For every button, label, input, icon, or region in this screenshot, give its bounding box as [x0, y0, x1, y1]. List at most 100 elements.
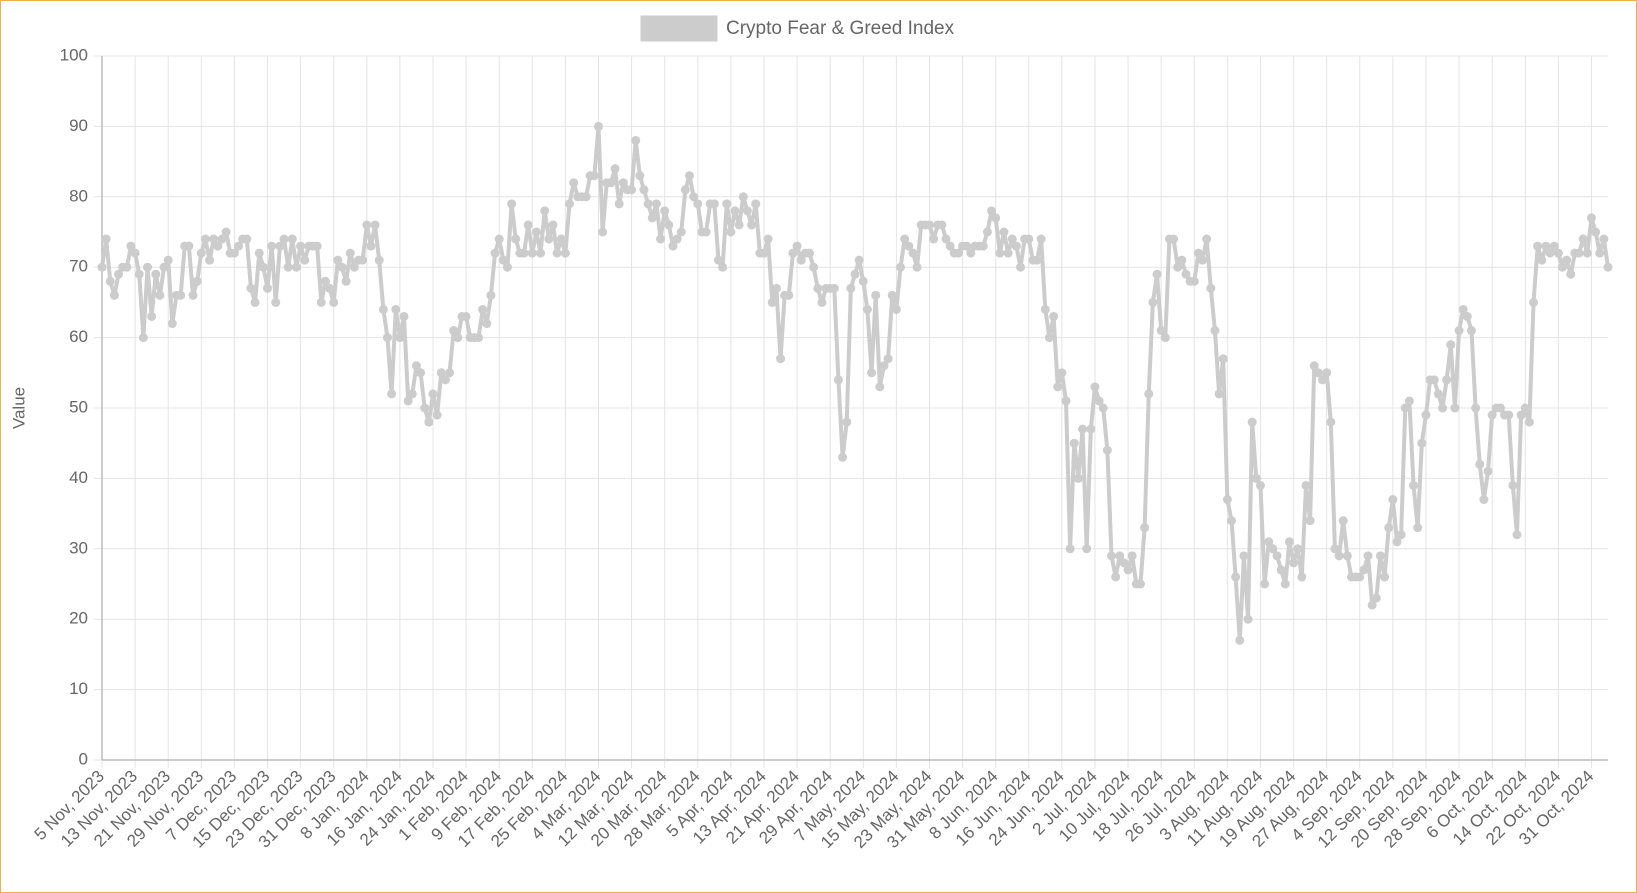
data-point: [734, 220, 744, 230]
data-point: [887, 290, 897, 300]
data-point: [656, 234, 666, 244]
data-point: [428, 389, 438, 399]
data-point: [1355, 572, 1365, 582]
data-point: [494, 234, 504, 244]
data-point: [1442, 375, 1452, 385]
data-point: [1007, 234, 1017, 244]
data-point: [325, 283, 335, 293]
data-point: [945, 241, 955, 251]
y-tick-label: 90: [69, 116, 88, 135]
data-point: [436, 368, 446, 378]
y-tick-label: 50: [69, 397, 88, 416]
data-point: [565, 199, 575, 209]
data-point: [796, 255, 806, 265]
data-point: [275, 241, 285, 251]
data-point: [498, 255, 508, 265]
data-point: [445, 368, 455, 378]
data-point: [709, 199, 719, 209]
data-point: [291, 262, 301, 272]
data-point: [300, 255, 310, 265]
data-point: [1462, 311, 1472, 321]
data-point: [689, 192, 699, 202]
data-point: [1268, 544, 1278, 554]
data-point: [962, 241, 972, 251]
data-point: [221, 227, 231, 237]
data-point: [262, 283, 272, 293]
data-point: [490, 248, 500, 258]
data-point: [1371, 593, 1381, 603]
data-point: [842, 417, 852, 427]
data-point: [461, 311, 471, 321]
legend-label[interactable]: Crypto Fear & Greed Index: [726, 18, 955, 39]
data-point: [1160, 333, 1170, 343]
data-point: [900, 234, 910, 244]
data-point: [366, 241, 376, 251]
data-point: [1380, 572, 1390, 582]
data-point: [246, 283, 256, 293]
data-point: [1388, 495, 1398, 505]
data-point: [432, 410, 442, 420]
data-point: [1458, 304, 1468, 314]
data-point: [718, 262, 728, 272]
data-point: [1293, 544, 1303, 554]
data-point: [1512, 530, 1522, 540]
data-point: [904, 241, 914, 251]
data-point: [1578, 234, 1588, 244]
data-point: [1342, 551, 1352, 561]
data-point: [1177, 255, 1187, 265]
data-point: [362, 220, 372, 230]
data-point: [999, 227, 1009, 237]
data-point: [1040, 304, 1050, 314]
data-point: [1487, 410, 1497, 420]
data-point: [511, 234, 521, 244]
data-point: [1193, 248, 1203, 258]
data-point: [1036, 234, 1046, 244]
data-point: [399, 311, 409, 321]
data-point: [1429, 375, 1439, 385]
data-point: [1082, 544, 1092, 554]
data-point: [548, 220, 558, 230]
data-point: [1549, 241, 1559, 251]
data-point: [552, 248, 562, 258]
data-point: [1545, 248, 1555, 258]
data-point: [635, 171, 645, 181]
data-point: [1107, 551, 1117, 561]
data-point: [188, 290, 198, 300]
data-point: [1202, 234, 1212, 244]
data-point: [229, 248, 239, 258]
data-point: [1111, 572, 1121, 582]
data-point: [941, 234, 951, 244]
data-point: [267, 241, 277, 251]
data-point: [382, 333, 392, 343]
data-point: [1181, 269, 1191, 279]
data-point: [1015, 262, 1025, 272]
data-point: [502, 262, 512, 272]
data-point: [1284, 537, 1294, 547]
data-point: [1334, 551, 1344, 561]
data-point: [1591, 227, 1601, 237]
data-point: [155, 290, 165, 300]
data-point: [771, 283, 781, 293]
data-point: [556, 234, 566, 244]
data-point: [1367, 600, 1377, 610]
legend-swatch[interactable]: [640, 15, 718, 42]
data-point: [1413, 523, 1423, 533]
data-point: [523, 220, 533, 230]
data-point: [747, 220, 757, 230]
data-point: [114, 269, 124, 279]
data-point: [1454, 326, 1464, 336]
data-point: [387, 389, 397, 399]
data-point: [374, 255, 384, 265]
data-point: [804, 248, 814, 258]
data-point: [738, 192, 748, 202]
data-point: [1078, 424, 1088, 434]
data-point: [1102, 445, 1112, 455]
data-point: [995, 248, 1005, 258]
data-point: [1090, 382, 1100, 392]
y-tick-label: 70: [69, 257, 88, 276]
data-point: [833, 375, 843, 385]
y-tick-label: 10: [69, 679, 88, 698]
data-point: [829, 283, 839, 293]
data-point: [527, 248, 537, 258]
data-point: [1169, 234, 1179, 244]
